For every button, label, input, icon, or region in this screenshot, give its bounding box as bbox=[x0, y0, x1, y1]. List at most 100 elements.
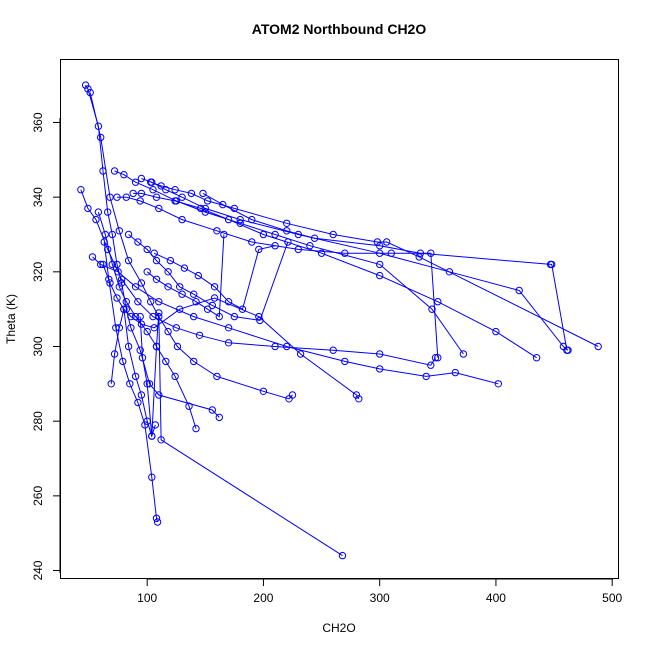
data-point bbox=[219, 200, 227, 209]
y-tick-label: 260 bbox=[31, 486, 45, 506]
data-point bbox=[108, 230, 117, 239]
x-tick-label: 300 bbox=[370, 591, 390, 605]
data-point bbox=[81, 81, 90, 89]
data-point bbox=[376, 365, 384, 373]
data-point bbox=[192, 298, 200, 306]
data-point bbox=[131, 372, 140, 381]
data-point bbox=[208, 406, 217, 414]
data-point bbox=[434, 298, 442, 306]
data-point bbox=[124, 230, 133, 239]
data-point bbox=[115, 227, 124, 235]
data-point bbox=[532, 354, 541, 362]
data-point bbox=[157, 182, 165, 190]
data-point bbox=[310, 234, 319, 242]
series-line bbox=[133, 192, 537, 359]
data-point bbox=[210, 294, 219, 302]
data-point bbox=[124, 342, 133, 351]
y-axis-label: Theta (K) bbox=[4, 294, 18, 344]
data-point bbox=[271, 242, 279, 250]
data-point bbox=[248, 215, 256, 224]
data-point bbox=[115, 324, 124, 332]
data-point bbox=[155, 298, 163, 306]
data-point bbox=[136, 346, 144, 354]
series-4 bbox=[88, 253, 502, 388]
data-point bbox=[126, 380, 134, 388]
data-point bbox=[306, 242, 314, 250]
x-ticks: 100 200 300 400 500 bbox=[137, 579, 623, 605]
series-line bbox=[85, 84, 220, 418]
data-point bbox=[84, 204, 92, 213]
data-point bbox=[283, 342, 291, 351]
y-tick-label: 300 bbox=[31, 336, 45, 356]
data-point bbox=[124, 256, 133, 265]
series-line bbox=[80, 189, 436, 366]
data-point bbox=[148, 432, 156, 440]
data-point bbox=[172, 324, 181, 332]
data-point bbox=[199, 189, 207, 198]
data-point bbox=[494, 380, 502, 388]
data-point bbox=[224, 324, 233, 332]
data-point bbox=[147, 178, 155, 186]
data-point bbox=[164, 283, 172, 291]
chart-title: ATOM2 Northbound CH2O bbox=[252, 21, 427, 37]
y-tick-label: 360 bbox=[31, 112, 45, 132]
data-point bbox=[97, 133, 105, 142]
data-point bbox=[515, 286, 523, 295]
y-tick-label: 320 bbox=[31, 261, 45, 281]
data-point bbox=[178, 290, 186, 298]
data-point bbox=[134, 398, 142, 407]
y-axis: 240 260 280 300 320 340 360 bbox=[31, 112, 61, 581]
data-point bbox=[136, 197, 144, 205]
series-line bbox=[128, 234, 289, 321]
series-line bbox=[150, 181, 599, 347]
series-15 bbox=[150, 242, 279, 313]
data-point bbox=[148, 473, 156, 481]
data-point bbox=[338, 551, 347, 560]
data-point bbox=[594, 342, 602, 351]
data-point bbox=[88, 253, 97, 261]
data-point bbox=[548, 260, 556, 269]
data-point bbox=[166, 256, 175, 265]
series-18 bbox=[136, 309, 347, 560]
data-point bbox=[152, 342, 161, 351]
data-point bbox=[94, 208, 103, 216]
data-point bbox=[152, 275, 161, 283]
data-point bbox=[197, 204, 205, 213]
x-tick-label: 100 bbox=[137, 591, 157, 605]
data-point bbox=[100, 238, 108, 246]
data-point bbox=[190, 312, 198, 321]
data-point bbox=[195, 331, 204, 339]
series-line bbox=[92, 256, 499, 385]
data-point bbox=[155, 391, 163, 399]
data-point bbox=[434, 354, 442, 362]
series-3 bbox=[77, 186, 440, 369]
data-point bbox=[259, 230, 268, 239]
data-point bbox=[110, 167, 119, 175]
data-point bbox=[428, 305, 436, 313]
data-point bbox=[77, 186, 85, 194]
data-point bbox=[296, 350, 305, 358]
data-point bbox=[138, 354, 147, 362]
data-point bbox=[171, 186, 179, 194]
data-point bbox=[108, 260, 117, 269]
data-point bbox=[376, 271, 384, 280]
series-line bbox=[202, 192, 568, 351]
data-point bbox=[283, 227, 291, 235]
data-point bbox=[383, 238, 391, 246]
data-point bbox=[376, 242, 384, 250]
data-point bbox=[162, 357, 170, 366]
data-point bbox=[271, 342, 279, 351]
data-point bbox=[376, 260, 384, 269]
data-point bbox=[86, 88, 94, 97]
data-point bbox=[210, 283, 219, 291]
data-point bbox=[185, 402, 193, 410]
data-point bbox=[105, 275, 113, 283]
data-point bbox=[427, 361, 435, 369]
data-point bbox=[416, 249, 425, 257]
y-tick-label: 240 bbox=[31, 560, 45, 580]
data-point bbox=[341, 357, 349, 366]
data-point bbox=[143, 245, 151, 254]
data-point bbox=[445, 268, 454, 276]
data-point bbox=[194, 271, 203, 280]
